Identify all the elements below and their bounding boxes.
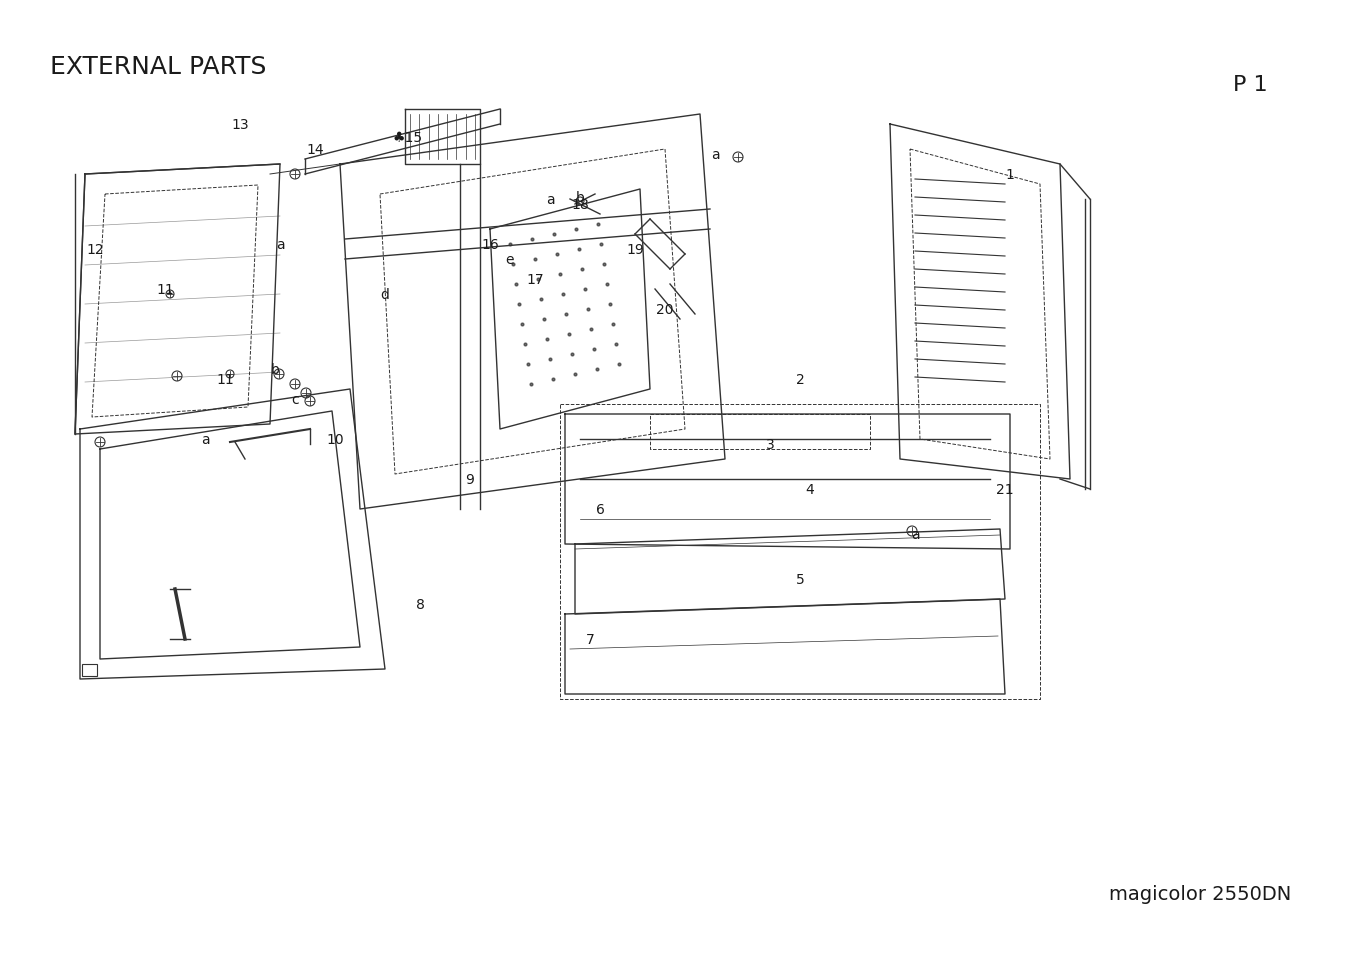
Text: 3: 3 — [766, 437, 774, 452]
Text: 14: 14 — [307, 143, 324, 157]
Text: P 1: P 1 — [1232, 75, 1267, 95]
Text: a: a — [276, 237, 284, 252]
Text: 18: 18 — [571, 198, 589, 212]
Text: 8: 8 — [416, 598, 424, 612]
Text: b: b — [576, 191, 585, 205]
Text: 5: 5 — [796, 573, 804, 586]
Text: c: c — [292, 393, 299, 407]
Text: 13: 13 — [231, 118, 249, 132]
Text: 10: 10 — [326, 433, 343, 447]
Text: 9: 9 — [466, 473, 474, 486]
Text: 19: 19 — [626, 243, 644, 256]
Text: 20: 20 — [657, 303, 674, 316]
Text: 17: 17 — [526, 273, 544, 287]
Text: 2: 2 — [796, 373, 804, 387]
Text: a: a — [711, 148, 719, 162]
Text: 4: 4 — [805, 482, 815, 497]
Text: magicolor 2550DN: magicolor 2550DN — [1109, 884, 1292, 903]
Text: 11: 11 — [157, 283, 174, 296]
Text: 16: 16 — [481, 237, 499, 252]
Text: a: a — [911, 527, 919, 541]
Text: e: e — [505, 253, 515, 267]
Text: b: b — [270, 363, 280, 376]
Text: a: a — [546, 193, 554, 207]
Text: ♣15: ♣15 — [393, 131, 423, 145]
Text: 1: 1 — [1005, 168, 1015, 182]
Text: 12: 12 — [86, 243, 104, 256]
Bar — [82, 664, 97, 677]
Text: 7: 7 — [585, 633, 594, 646]
Text: d: d — [381, 288, 389, 302]
Text: 6: 6 — [596, 502, 604, 517]
Text: EXTERNAL PARTS: EXTERNAL PARTS — [50, 55, 266, 79]
Text: a: a — [201, 433, 209, 447]
Text: 11: 11 — [216, 373, 234, 387]
Text: 21: 21 — [996, 482, 1013, 497]
